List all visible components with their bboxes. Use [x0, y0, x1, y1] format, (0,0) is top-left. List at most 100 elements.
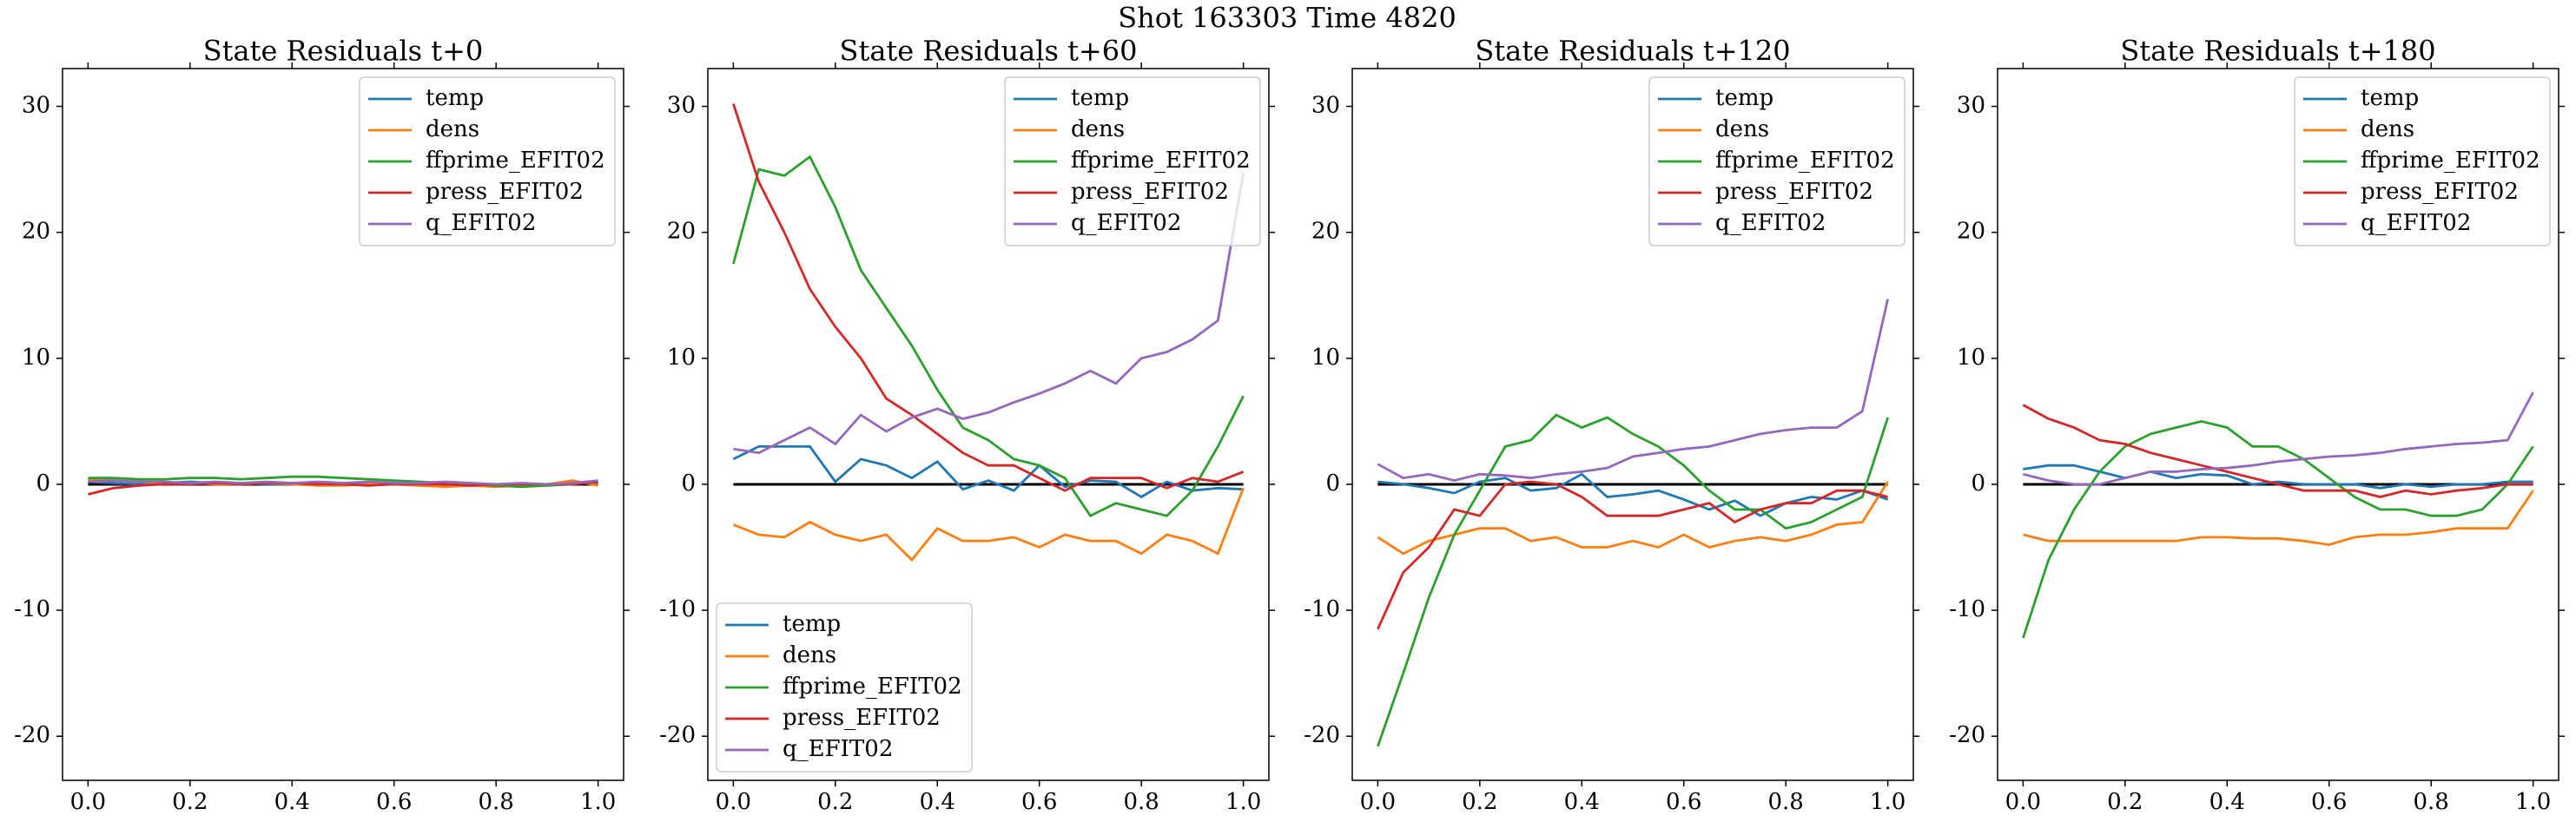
y-tick-label: -20	[659, 722, 696, 748]
series-line	[2023, 391, 2534, 486]
x-tick-label: 0.6	[2311, 789, 2347, 815]
legend-box	[359, 76, 616, 247]
series-line	[88, 475, 598, 489]
legend-label: press_EFIT02	[1715, 179, 1873, 205]
x-tick-label: 0.8	[1768, 789, 1804, 815]
x-tick-label: 0.0	[716, 789, 751, 815]
legend-label: dens	[1071, 116, 1125, 142]
series-line	[732, 487, 1245, 562]
x-tick-label: 1.0	[2515, 789, 2551, 815]
legend-box	[1004, 76, 1261, 247]
y-tick-label: 20	[22, 219, 50, 245]
series-line	[88, 479, 598, 486]
series-line	[732, 445, 1244, 499]
x-tick-label: 0.0	[2005, 789, 2041, 815]
axes-frame	[62, 68, 624, 781]
y-tick-label: 10	[22, 345, 50, 371]
legend-label: temp	[2361, 85, 2419, 111]
x-tick-label: 0.2	[817, 789, 853, 815]
legend-label: press_EFIT02	[1071, 179, 1229, 205]
legend-label: press_EFIT02	[2361, 179, 2519, 205]
y-tick-label: 0	[1325, 470, 1340, 496]
legend-label: dens	[1715, 116, 1769, 142]
legend-label: q_EFIT02	[783, 736, 893, 762]
y-tick-label: 10	[667, 345, 696, 371]
x-tick-label: 0.2	[2107, 789, 2143, 815]
legend-label: ffprime_EFIT02	[2361, 148, 2540, 174]
legend-label: press_EFIT02	[783, 705, 941, 731]
y-tick-label: 0	[1971, 470, 1985, 496]
x-tick-label: 0.0	[70, 789, 106, 815]
legend-label: press_EFIT02	[426, 179, 584, 205]
axes-frame	[707, 68, 1270, 781]
legend-label: q_EFIT02	[2361, 210, 2471, 236]
subplot-title: State Residuals t+60	[840, 35, 1138, 68]
y-tick-label: 10	[1957, 345, 1985, 371]
y-tick-label: 0	[681, 470, 696, 496]
y-tick-label: 30	[22, 93, 50, 119]
legend-label: dens	[426, 116, 479, 142]
subplot-title: State Residuals t+180	[2120, 35, 2435, 68]
series-line	[732, 103, 1245, 492]
series-line	[1377, 480, 1888, 630]
y-tick-label: 20	[1311, 219, 1340, 245]
y-tick-label: -20	[1949, 722, 1985, 748]
figure-title: Shot 163303 Time 4820	[1118, 2, 1456, 35]
legend-box	[716, 602, 973, 773]
x-tick-label: 1.0	[1870, 789, 1906, 815]
legend-label: ffprime_EFIT02	[783, 674, 962, 700]
series-line	[2022, 404, 2533, 498]
y-tick-label: 20	[1957, 219, 1985, 245]
y-tick-label: -10	[1304, 596, 1340, 622]
y-tick-label: 30	[1957, 93, 1985, 119]
axes-frame	[1351, 68, 1914, 781]
legend-label: ffprime_EFIT02	[1071, 148, 1251, 174]
x-tick-label: 0.4	[920, 789, 955, 815]
x-tick-label: 0.8	[1124, 789, 1159, 815]
y-tick-label: 0	[36, 470, 50, 496]
y-tick-label: 10	[1311, 345, 1340, 371]
legend-label: dens	[2361, 116, 2414, 142]
x-tick-label: 1.0	[580, 789, 616, 815]
x-tick-label: 0.6	[376, 789, 412, 815]
legend-label: q_EFIT02	[1715, 210, 1826, 236]
legend-label: ffprime_EFIT02	[1715, 148, 1895, 174]
y-tick-label: -10	[14, 596, 50, 622]
series-line	[1377, 299, 1889, 483]
y-tick-label: -10	[659, 596, 696, 622]
y-tick-label: 20	[667, 219, 696, 245]
series-line	[1377, 481, 1889, 556]
series-line	[2023, 490, 2534, 547]
y-tick-label: 30	[667, 93, 696, 119]
x-tick-label: 0.6	[1021, 789, 1057, 815]
axes-frame	[1997, 68, 2559, 781]
y-tick-label: 30	[1311, 93, 1340, 119]
legend-box	[2294, 76, 2551, 247]
x-tick-label: 0.6	[1666, 789, 1701, 815]
x-tick-label: 1.0	[1225, 789, 1261, 815]
x-tick-label: 0.0	[1360, 789, 1396, 815]
legend-box	[1648, 76, 1906, 247]
legend-label: temp	[1715, 85, 1773, 111]
x-tick-label: 0.8	[479, 789, 514, 815]
x-tick-label: 0.2	[1462, 789, 1497, 815]
series-line	[733, 173, 1245, 455]
y-tick-label: -20	[14, 722, 50, 748]
series-line	[1377, 413, 1889, 747]
legend-label: q_EFIT02	[426, 210, 536, 236]
x-tick-label: 0.8	[2414, 789, 2449, 815]
series-line	[2023, 464, 2533, 490]
series-line	[1377, 472, 1889, 517]
x-tick-label: 0.4	[274, 789, 310, 815]
series-line	[2022, 419, 2534, 639]
legend-label: temp	[783, 611, 841, 637]
x-tick-label: 0.2	[172, 789, 208, 815]
legend-label: temp	[426, 85, 484, 111]
y-tick-label: -10	[1949, 596, 1985, 622]
subplot-title: State Residuals t+0	[203, 35, 484, 68]
series-line	[732, 155, 1245, 517]
y-tick-label: -20	[1304, 722, 1340, 748]
legend-label: q_EFIT02	[1071, 210, 1181, 236]
